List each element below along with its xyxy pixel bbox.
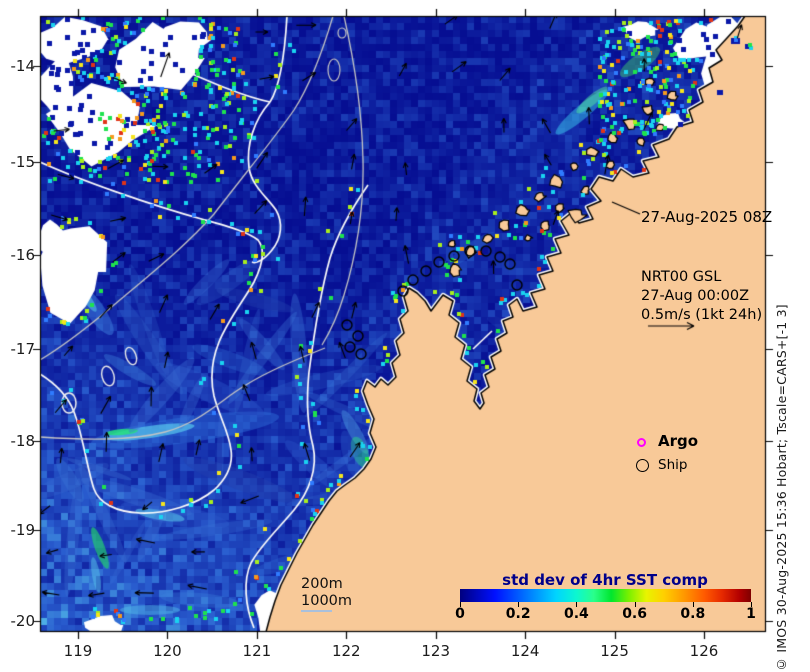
x-axis-tick-label: 125	[600, 642, 629, 660]
colorbar-tick-label: 0.6	[622, 606, 647, 622]
y-axis-tick-label: -20	[10, 612, 36, 630]
ship-marker-icon	[636, 459, 649, 472]
model-time-label: 27-Aug 00:00Z	[641, 288, 750, 304]
colorbar-tick-label: 1	[746, 606, 756, 622]
x-axis-tick-label: 120	[153, 642, 182, 660]
y-axis-tick-label: -17	[10, 340, 36, 358]
y-axis-tick-label: -15	[10, 153, 36, 171]
colorbar-tick-label: 0.2	[505, 606, 531, 622]
x-axis-tick-label: 121	[242, 642, 272, 660]
legend-argo-label: Argo	[658, 432, 699, 450]
x-axis-tick-label: 123	[421, 642, 451, 660]
legend-ship-label: Ship	[658, 457, 688, 473]
obs-time-annotation: 27-Aug-2025 08Z	[641, 208, 773, 226]
depth-200m-label: 200m	[301, 576, 343, 592]
x-axis-tick-label: 124	[510, 642, 540, 660]
x-axis-tick-label: 119	[63, 642, 93, 660]
y-axis-tick-label: -19	[10, 521, 36, 539]
x-axis-tick-label: 126	[689, 642, 719, 660]
colorbar-gradient	[460, 589, 751, 602]
colorbar-tick-mark	[518, 602, 520, 607]
colorbar-tick-mark	[634, 602, 636, 607]
model-annotation: NRT00 GSL 27-Aug 00:00Z 0.5m/s (1kt 24h)	[641, 268, 762, 325]
colorbar-tick-mark	[751, 602, 752, 607]
y-axis-tick-label: -14	[10, 57, 36, 75]
model-name-label: NRT00 GSL	[641, 269, 722, 285]
colorbar-tick-label: 0	[455, 606, 465, 622]
y-axis-tick-label: -16	[10, 246, 36, 264]
vector-scale-label: 0.5m/s (1kt 24h)	[641, 307, 763, 323]
y-axis-tick-label: -18	[10, 432, 36, 450]
colorbar-tick-label: 0.4	[563, 606, 589, 622]
colorbar-tick-label: 0.8	[680, 606, 706, 622]
depth-1000m-line-sample	[301, 610, 332, 612]
argo-marker-icon	[637, 438, 646, 447]
colorbar-tick-mark	[460, 602, 461, 607]
depth-1000m-label: 1000m	[301, 593, 353, 609]
depth-contour-labels: 200m 1000m	[301, 576, 352, 610]
colorbar-title: std dev of 4hr SST comp	[502, 571, 708, 589]
colorbar-tick-mark	[692, 602, 694, 607]
colorbar-tick-mark	[576, 602, 578, 607]
credit-text: © IMOS 30-Aug-2025 15:36 Hobart; Tscale=…	[774, 304, 789, 672]
x-axis-tick-label: 122	[331, 642, 361, 660]
